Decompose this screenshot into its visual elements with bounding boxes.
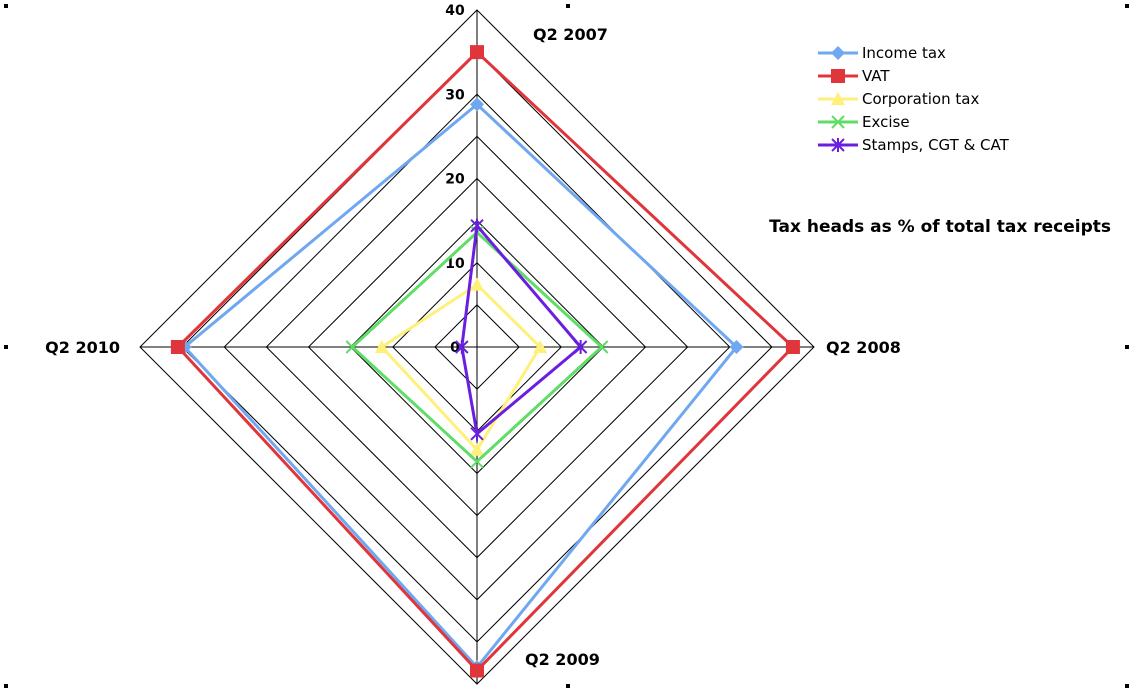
data-point [470,663,484,678]
category-label: Q2 2009 [525,650,600,669]
resize-handle[interactable] [1125,345,1129,349]
resize-handle[interactable] [4,4,8,8]
series-corporation-tax [374,277,548,456]
category-label: Q2 2010 [45,338,120,357]
legend-entry: Income tax [818,44,946,62]
legend-label: Corporation tax [862,90,979,108]
series-vat [170,45,800,678]
tick-label: 20 [445,172,465,188]
data-point [831,115,845,129]
category-label: Q2 2007 [533,25,608,44]
data-point [470,454,484,469]
data-series [170,45,800,678]
legend-entry: Stamps, CGT & CAT [818,136,1010,154]
data-point [470,97,484,112]
data-point [831,69,845,83]
tick-label: 10 [445,256,465,272]
data-point [831,46,845,60]
data-point [533,340,548,353]
legend-entry: Corporation tax [818,90,979,108]
radial-axis-ticks: 0 10 20 30 40 [445,3,465,356]
legend-label: VAT [862,67,890,85]
data-point [455,340,469,354]
data-point [470,277,484,291]
data-point [831,92,845,105]
resize-handle[interactable] [1125,684,1129,688]
tick-label: 30 [445,87,465,103]
data-point [470,45,484,60]
resize-handle[interactable] [4,684,8,688]
data-point [345,340,360,354]
resize-handle[interactable] [566,684,570,688]
legend: Income tax VAT Corporation tax Excise Stamps… [818,44,1010,154]
data-point [594,340,609,354]
category-labels: Q2 2007 Q2 2008 Q2 2009 Q2 2010 [45,25,901,669]
data-point [785,340,800,354]
legend-entry: Excise [818,113,910,131]
legend-label: Stamps, CGT & CAT [862,136,1010,154]
legend-label: Excise [862,113,910,131]
data-point [831,138,845,152]
series-stamps-cgt-cat [455,218,588,441]
data-point [470,218,484,233]
resize-handle[interactable] [1125,4,1129,8]
legend-label: Income tax [862,44,946,62]
legend-entry: VAT [818,67,890,85]
data-point [170,340,185,354]
category-label: Q2 2008 [826,338,901,357]
data-point [729,340,744,354]
resize-handle[interactable] [566,4,570,8]
data-point [374,340,389,353]
tick-label: 0 [450,340,460,356]
data-point [470,442,484,456]
resize-handle[interactable] [4,345,8,349]
data-point [470,426,484,441]
tick-label: 40 [445,3,465,19]
selection-handles[interactable] [4,4,1129,688]
chart-title: Tax heads as % of total tax receipts [769,217,1111,237]
data-point [573,340,588,354]
